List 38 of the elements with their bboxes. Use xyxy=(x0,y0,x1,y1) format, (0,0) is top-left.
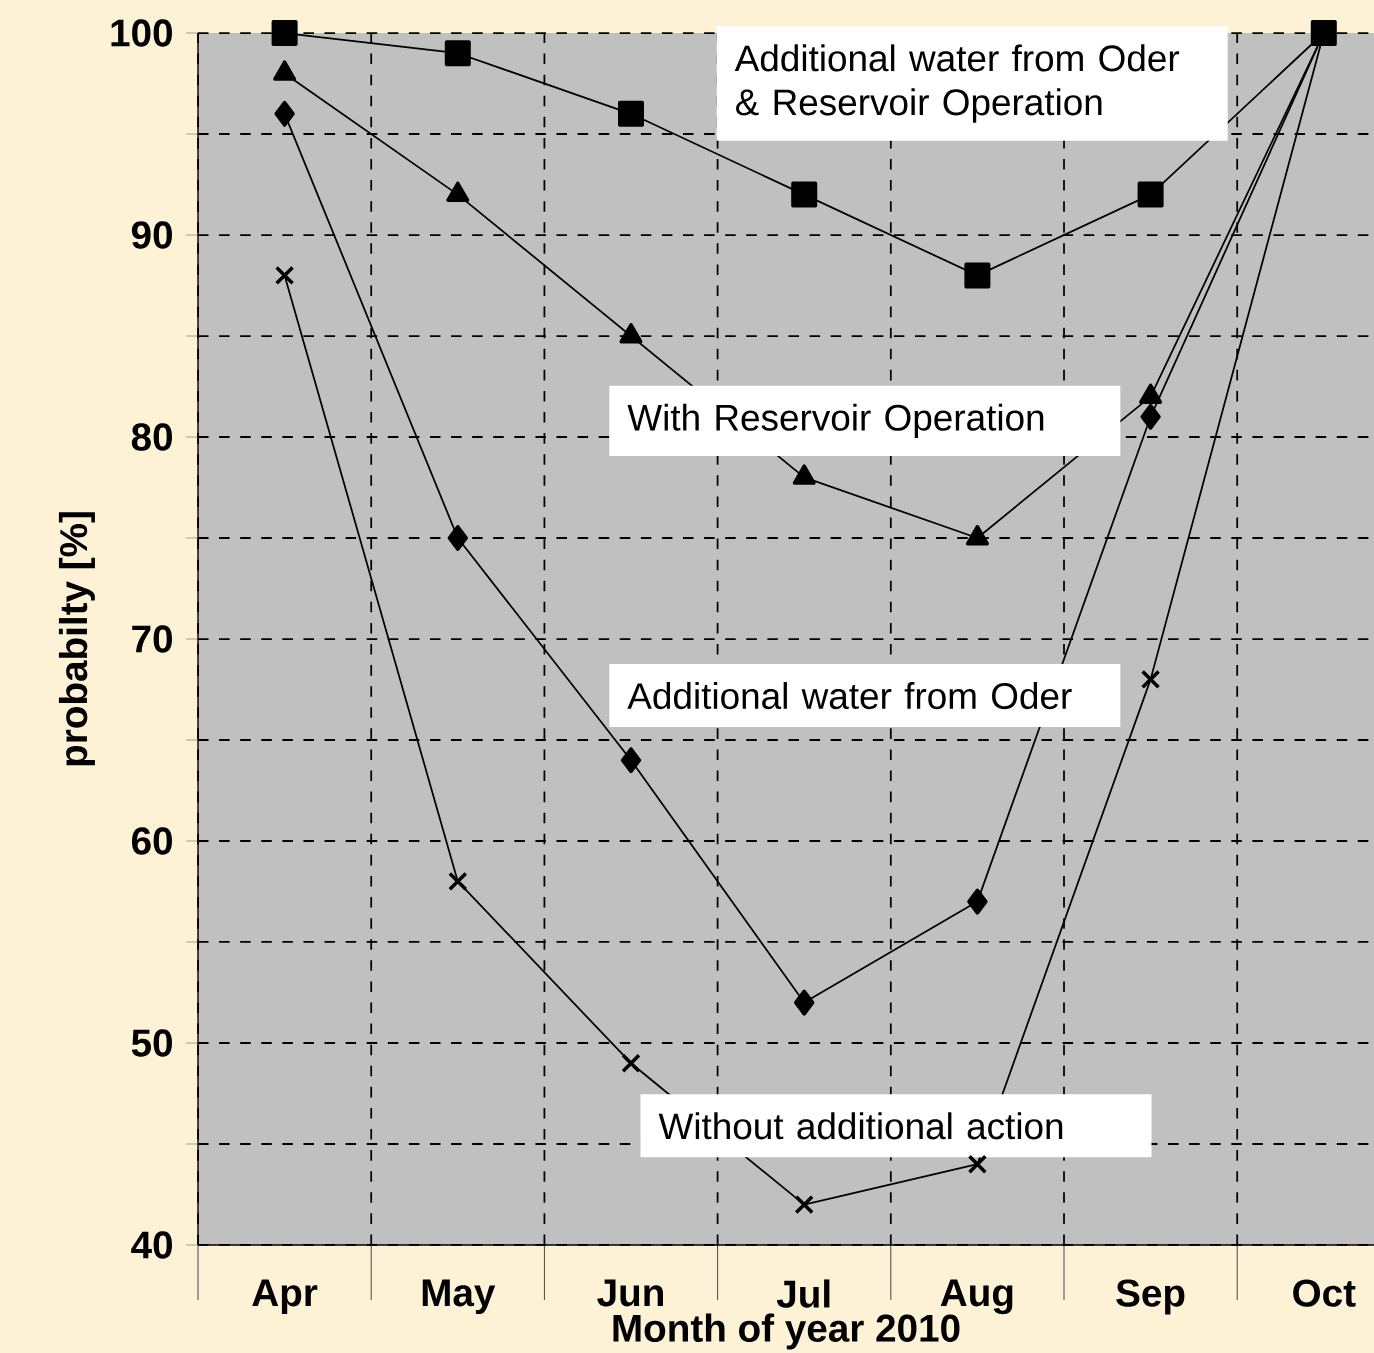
y-tick-label: 40 xyxy=(131,1231,172,1259)
point xyxy=(274,100,295,127)
point xyxy=(794,1194,814,1215)
point xyxy=(794,989,815,1016)
y-tick-label: 50 xyxy=(131,1029,172,1057)
point xyxy=(964,262,991,289)
x-tick-label: Sep xyxy=(1116,1279,1185,1315)
y-tick-label: 70 xyxy=(132,625,172,653)
x-axis-title: Month of year 2010 xyxy=(613,1313,960,1350)
y-axis-title: probabilty [%] xyxy=(58,512,95,766)
point xyxy=(271,20,298,47)
x-tick-label: Jul xyxy=(776,1279,830,1308)
y-tick-label: 60 xyxy=(132,827,172,855)
series-label: Additional water from Oder xyxy=(627,682,1072,710)
y-tick-label: 80 xyxy=(131,423,172,451)
y-tick-label: 100 xyxy=(111,19,172,47)
series-label: Additional water from Oder & Reservoir Operation xyxy=(734,44,1180,123)
point xyxy=(620,747,642,774)
point xyxy=(1140,669,1161,690)
point xyxy=(621,1053,641,1073)
point xyxy=(967,888,988,915)
point xyxy=(448,871,468,892)
x-tick-label: Aug xyxy=(940,1279,1013,1315)
y-tick-label: 90 xyxy=(131,221,172,249)
x-tick-label: Jun xyxy=(597,1279,663,1307)
x-tick-label: Oct xyxy=(1293,1279,1356,1307)
series-label: Without additional action xyxy=(658,1112,1063,1140)
series-label: With Reservoir Operation xyxy=(627,403,1044,439)
point xyxy=(444,40,471,67)
point xyxy=(447,524,468,552)
point xyxy=(274,265,295,286)
point xyxy=(791,181,818,208)
x-tick-label: Apr xyxy=(252,1279,318,1315)
point xyxy=(618,100,645,127)
x-tick-label: May xyxy=(422,1279,496,1315)
point xyxy=(1137,181,1164,208)
point xyxy=(1140,403,1161,430)
point xyxy=(967,1154,988,1174)
